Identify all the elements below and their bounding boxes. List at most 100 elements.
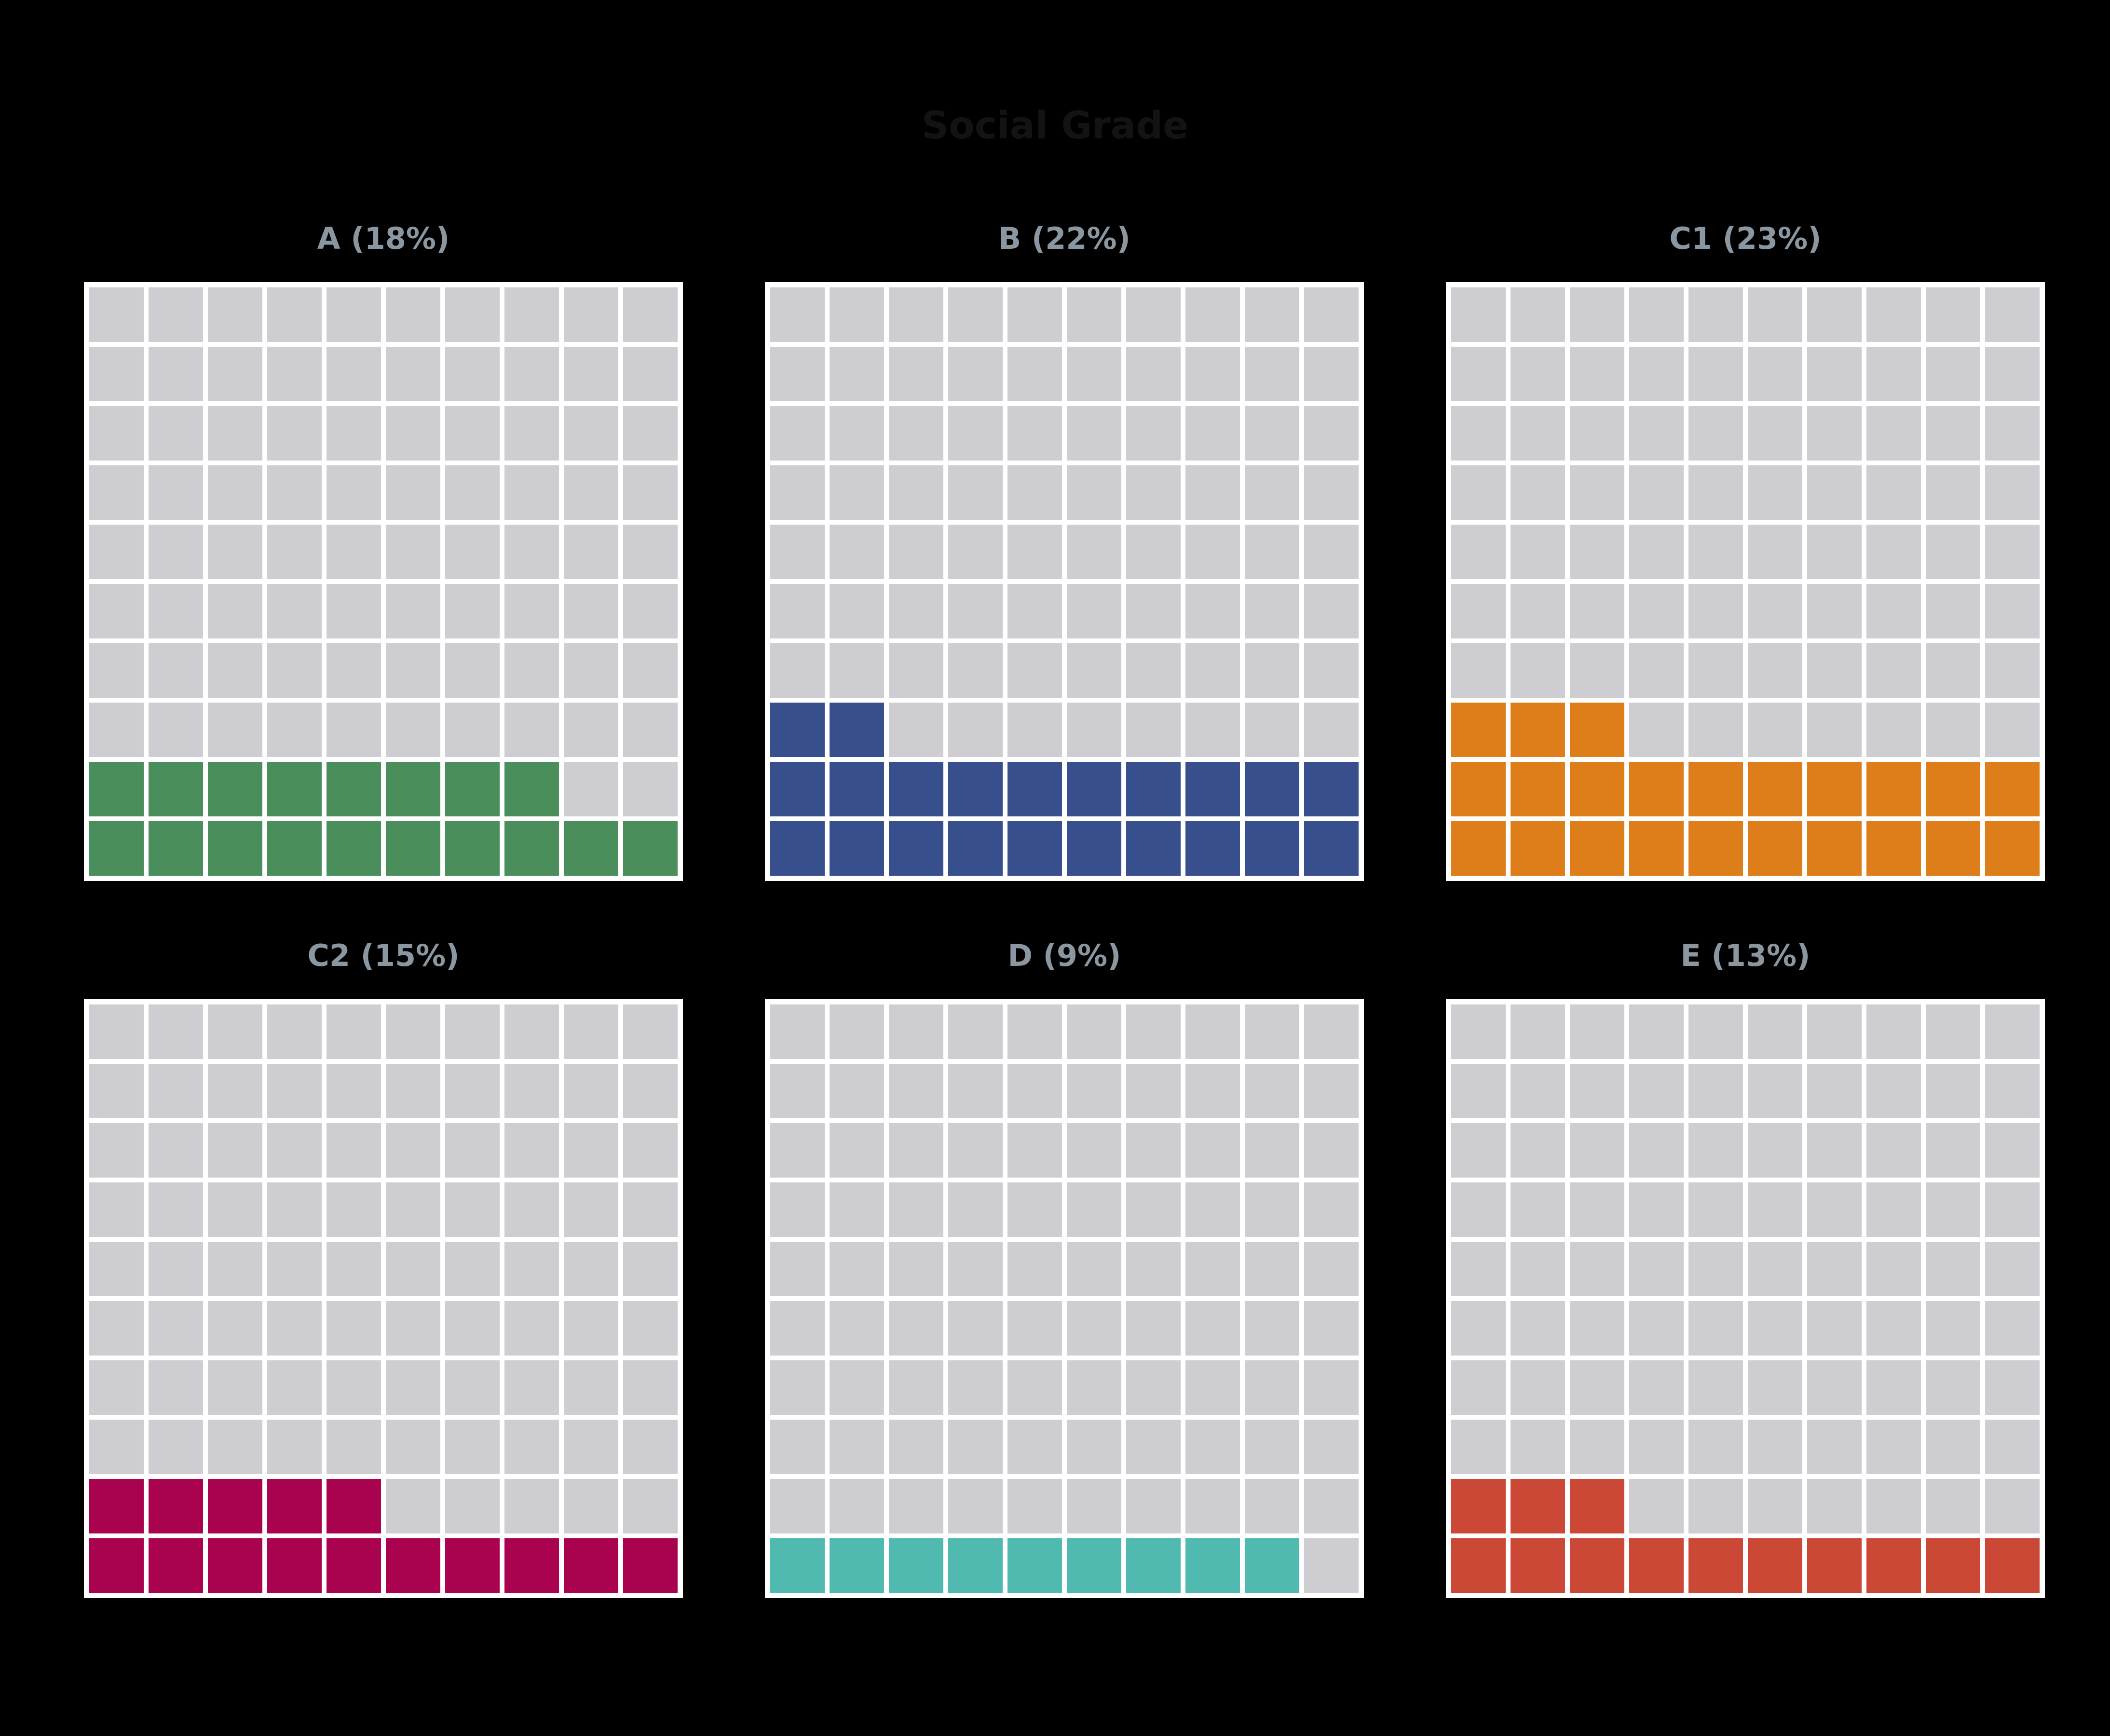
waffle-cell-empty — [1067, 406, 1121, 461]
waffle-cell-empty — [327, 584, 381, 638]
waffle-cell-empty — [386, 287, 440, 342]
waffle-cell-empty — [1926, 1064, 1980, 1118]
waffle-cell-empty — [1511, 1064, 1565, 1118]
waffle-cell-filled — [445, 821, 500, 876]
waffle-cell-empty — [1185, 1064, 1240, 1118]
waffle-cell-empty — [1511, 584, 1565, 638]
waffle-cell-empty — [504, 287, 559, 342]
waffle-cell-empty — [386, 1242, 440, 1296]
waffle-cell-empty — [1807, 1479, 1862, 1533]
waffle-cell-filled — [445, 1538, 500, 1593]
waffle-cell-empty — [1807, 1242, 1862, 1296]
waffle-cell-empty — [1245, 703, 1299, 757]
waffle-cell-empty — [149, 643, 203, 698]
waffle-cell-empty — [770, 347, 825, 401]
waffle-cell-filled — [1570, 703, 1624, 757]
waffle-cell-empty — [830, 406, 884, 461]
waffle-cell-empty — [1126, 703, 1181, 757]
waffle-cell-empty — [948, 406, 1003, 461]
waffle-cell-empty — [564, 584, 618, 638]
waffle-cell-empty — [149, 1064, 203, 1118]
waffle-cell-empty — [1688, 584, 1743, 638]
waffle-cell-empty — [564, 406, 618, 461]
waffle-cell-empty — [1511, 1123, 1565, 1178]
waffle-cell-empty — [1985, 465, 2040, 520]
waffle-cell-empty — [267, 287, 322, 342]
waffle-cell-empty — [770, 584, 825, 638]
waffle-cell-empty — [386, 465, 440, 520]
waffle-cell-empty — [1807, 287, 1862, 342]
waffle-cell-empty — [149, 1123, 203, 1178]
waffle-cell-filled — [1007, 821, 1062, 876]
waffle-cell-empty — [889, 525, 943, 579]
waffle-cell-empty — [445, 347, 500, 401]
waffle-cell-empty — [830, 287, 884, 342]
waffle-panel-B: B (22%) — [765, 215, 1364, 881]
waffle-cell-empty — [623, 1242, 678, 1296]
waffle-cell-empty — [889, 347, 943, 401]
waffle-cell-empty — [1748, 1420, 1802, 1474]
waffle-cell-empty — [623, 1123, 678, 1178]
waffle-cell-empty — [1985, 643, 2040, 698]
waffle-cell-empty — [1185, 643, 1240, 698]
waffle-cell-empty — [1926, 1242, 1980, 1296]
waffle-cell-empty — [445, 287, 500, 342]
waffle-cell-empty — [1185, 1182, 1240, 1237]
waffle-cell-empty — [1126, 643, 1181, 698]
waffle-cell-empty — [889, 406, 943, 461]
waffle-cell-empty — [1245, 525, 1299, 579]
waffle-cell-empty — [889, 584, 943, 638]
waffle-cell-empty — [830, 1004, 884, 1059]
waffle-cell-empty — [1748, 703, 1802, 757]
waffle-cell-empty — [267, 1242, 322, 1296]
waffle-cell-empty — [208, 643, 262, 698]
waffle-cell-filled — [948, 1538, 1003, 1593]
waffle-cell-empty — [89, 1242, 144, 1296]
waffle-cell-empty — [1748, 347, 1802, 401]
waffle-cell-empty — [1304, 703, 1359, 757]
waffle-cell-filled — [1688, 1538, 1743, 1593]
waffle-cell-empty — [1067, 1242, 1121, 1296]
waffle-cell-empty — [1067, 465, 1121, 520]
waffle-cell-empty — [445, 1123, 500, 1178]
waffle-grid-C2 — [84, 999, 683, 1598]
waffle-cell-empty — [1126, 1004, 1181, 1059]
waffle-cell-empty — [1866, 287, 1921, 342]
waffle-cell-filled — [889, 762, 943, 816]
waffle-cell-empty — [504, 1064, 559, 1118]
waffle-cell-filled — [1570, 1479, 1624, 1533]
waffle-cell-empty — [1451, 1182, 1506, 1237]
waffle-cell-empty — [564, 1479, 618, 1533]
waffle-cell-filled — [1926, 821, 1980, 876]
waffle-cell-empty — [1185, 406, 1240, 461]
waffle-cell-empty — [208, 1242, 262, 1296]
waffle-cell-empty — [564, 287, 618, 342]
waffle-cell-filled — [504, 762, 559, 816]
waffle-cell-empty — [623, 584, 678, 638]
waffle-cell-filled — [386, 821, 440, 876]
waffle-cell-empty — [623, 762, 678, 816]
waffle-cell-empty — [1629, 1360, 1684, 1415]
waffle-cell-empty — [386, 1004, 440, 1059]
waffle-cell-empty — [504, 1182, 559, 1237]
waffle-cell-empty — [1866, 406, 1921, 461]
waffle-cell-empty — [327, 406, 381, 461]
waffle-cell-empty — [1629, 1182, 1684, 1237]
waffle-cell-empty — [1007, 1123, 1062, 1178]
waffle-cell-filled — [1245, 821, 1299, 876]
waffle-cell-empty — [504, 1301, 559, 1356]
waffle-cell-filled — [1067, 762, 1121, 816]
waffle-cell-empty — [1451, 643, 1506, 698]
waffle-cell-empty — [1304, 465, 1359, 520]
waffle-cell-empty — [564, 347, 618, 401]
waffle-cell-empty — [504, 584, 559, 638]
waffle-cell-empty — [564, 525, 618, 579]
waffle-cell-filled — [1126, 762, 1181, 816]
waffle-cell-filled — [948, 762, 1003, 816]
waffle-cell-empty — [208, 287, 262, 342]
waffle-cell-empty — [1926, 703, 1980, 757]
waffle-cell-filled — [1688, 821, 1743, 876]
waffle-cell-filled — [1451, 762, 1506, 816]
waffle-cell-empty — [564, 1123, 618, 1178]
waffle-cell-empty — [1007, 1360, 1062, 1415]
